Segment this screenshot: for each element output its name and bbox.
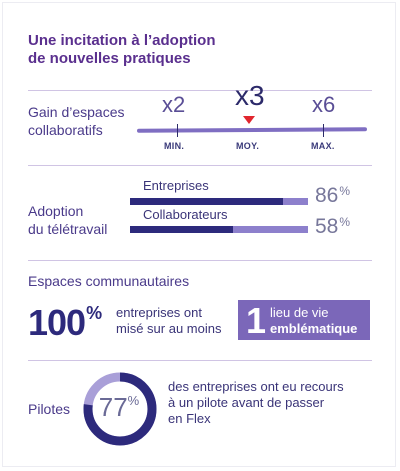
title-line-2: de nouvelles pratiques [28,50,191,67]
axis-label-max: MAX. [311,141,335,151]
badge-text: lieu de vie emblématique [270,305,357,337]
axis-label-avg: MOY. [236,141,260,151]
bar-value-collaborateurs: 58% [315,215,350,239]
communautaires-stat-number: 100 [28,302,86,343]
title-line-1: Une incitation à l’adoption [28,32,216,49]
communautaires-stat-unit: % [86,303,102,323]
badge-number: 1 [246,300,267,341]
pilotes-donut [83,372,157,446]
badge-text-line-1: lieu de vie [270,305,329,320]
avg-value: x3 [235,80,265,111]
communautaires-heading: Espaces communautaires [28,273,190,289]
communautaires-desc: entreprises ont misé sur au moins [116,305,221,337]
pilotes-value-unit: % [127,393,140,408]
average-marker-icon [243,116,255,124]
bar-value-collaborateurs-unit: % [339,215,351,229]
bar-track-collaborateurs [130,226,308,233]
bar-value-entreprises: 86% [315,184,350,208]
collab-label-line-1: Gain d’espaces [28,104,125,120]
axis-label-min: MIN. [164,141,185,151]
pilotes-value-number: 77 [98,392,128,422]
divider [28,360,372,361]
collab-label-line-2: collaboratifs [28,122,103,138]
teletravail-label-line-1: Adoption [28,203,84,219]
bar-fill-entreprises [130,198,283,205]
badge-text-line-2: emblématique [270,321,358,336]
teletravail-label: Adoption du télétravail [28,202,107,238]
bar-value-entreprises-number: 86 [315,184,339,207]
max-value: x6 [312,92,336,117]
bar-fill-collaborateurs [130,226,233,233]
collab-label: Gain d’espaces collaboratifs [28,103,125,139]
divider [28,260,372,261]
bar-value-entreprises-unit: % [339,184,351,198]
pilotes-desc-line-3: en Flex [168,411,211,426]
pilotes-desc-line-2: à un pilote avant de passer [168,395,325,410]
lieu-de-vie-badge: 1 lieu de vie emblématique [238,300,370,341]
infographic-card [2,2,396,467]
communautaires-desc-line-2: misé sur au moins [116,321,222,336]
pilotes-value: 77% [86,392,152,423]
pilotes-desc: des entreprises ont eu recours à un pilo… [168,379,344,427]
max-tick [323,124,324,137]
bar-track-entreprises [130,198,308,205]
communautaires-stat: 100% [28,302,102,344]
donut-arc [83,372,157,446]
teletravail-label-line-2: du télétravail [28,221,108,237]
pilotes-desc-line-1: des entreprises ont eu recours [168,379,344,394]
infographic-title: Une incitation à l’adoption de nouvelles… [28,32,328,68]
bar-label-entreprises: Entreprises [143,178,209,193]
divider [28,90,372,91]
min-tick [177,124,178,137]
bar-label-collaborateurs: Collaborateurs [143,207,228,222]
communautaires-desc-line-1: entreprises ont [116,305,202,320]
divider [28,165,372,166]
bar-value-collaborateurs-number: 58 [315,215,339,238]
min-value: x2 [162,92,186,117]
pilotes-label: Pilotes [28,401,71,417]
